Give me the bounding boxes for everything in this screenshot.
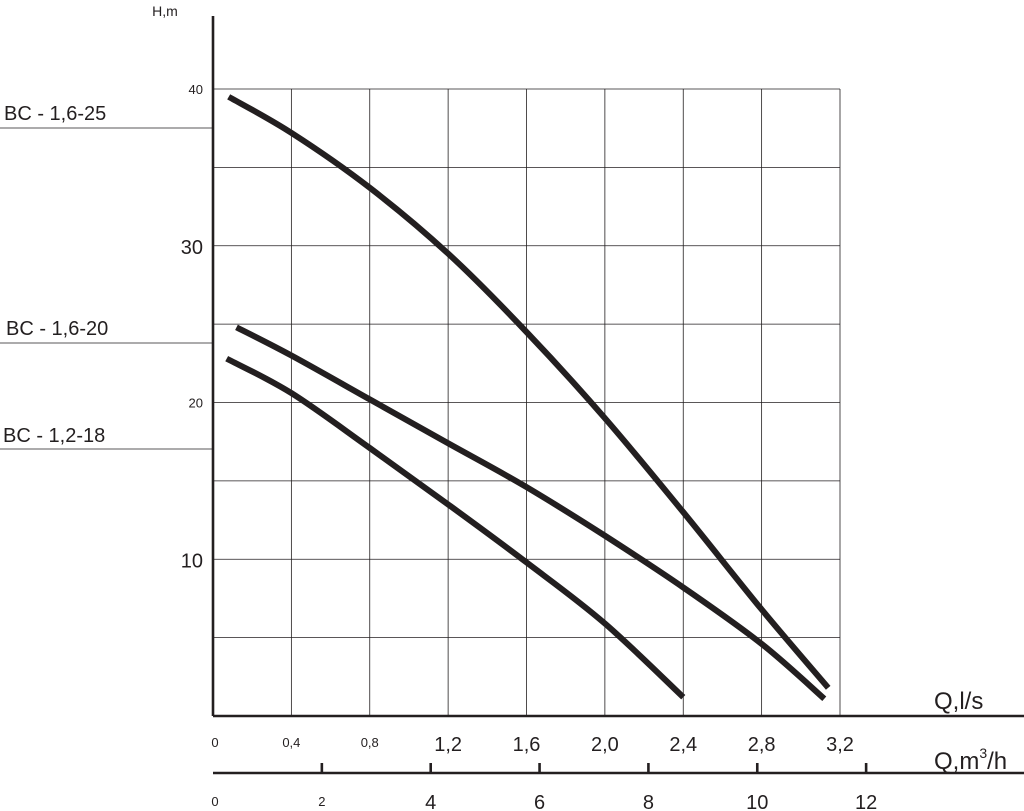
- grid: [213, 88, 841, 716]
- x2-tick-label: 8: [643, 792, 654, 811]
- x-tick-label: 0: [211, 735, 218, 750]
- series-curve: [235, 324, 827, 702]
- y-tick-label: 10: [181, 550, 203, 572]
- x2-tick-label: 2: [318, 794, 325, 809]
- series-label: BC - 1,6-20: [6, 318, 108, 340]
- x2-tick-label: 6: [534, 792, 545, 811]
- x-tick-label: 0,8: [361, 735, 379, 750]
- x-tick-label: 1,2: [434, 734, 462, 756]
- series-curve: [227, 94, 831, 690]
- y-tick-label: 20: [189, 396, 203, 411]
- x-tick-label: 3,2: [826, 734, 854, 756]
- x-tick-label: 1,6: [513, 734, 541, 756]
- x-tick-label: 0,4: [282, 735, 300, 750]
- x2-tick-label: 0: [211, 794, 218, 809]
- series-curve: [225, 355, 686, 700]
- x2-tick-label: 4: [425, 792, 436, 811]
- x2-tick-label: 10: [746, 792, 768, 811]
- y-tick-label: 40: [189, 82, 203, 97]
- series-label: BC - 1,2-18: [3, 425, 105, 447]
- axis-labels: 10 20 30 40 0 0,4 0,8 1,2 1,6 2,0 2,4 2,8 3,2 0 2 4 6 8 10…: [0, 3, 1007, 811]
- x-tick-label: 2,4: [669, 734, 697, 756]
- curves: [225, 94, 831, 702]
- x-tick-label: 2,8: [748, 734, 776, 756]
- x-axis-title: Q,l/s: [934, 688, 983, 715]
- y-axis-title: H,m: [152, 3, 178, 19]
- x2-axis-title: Q,m3/h: [934, 745, 1007, 775]
- y-tick-label: 30: [181, 237, 203, 259]
- x-tick-label: 2,0: [591, 734, 619, 756]
- x2-tick-label: 12: [855, 792, 877, 811]
- series-label: BC - 1,6-25: [4, 103, 106, 125]
- axes: [211, 16, 1024, 775]
